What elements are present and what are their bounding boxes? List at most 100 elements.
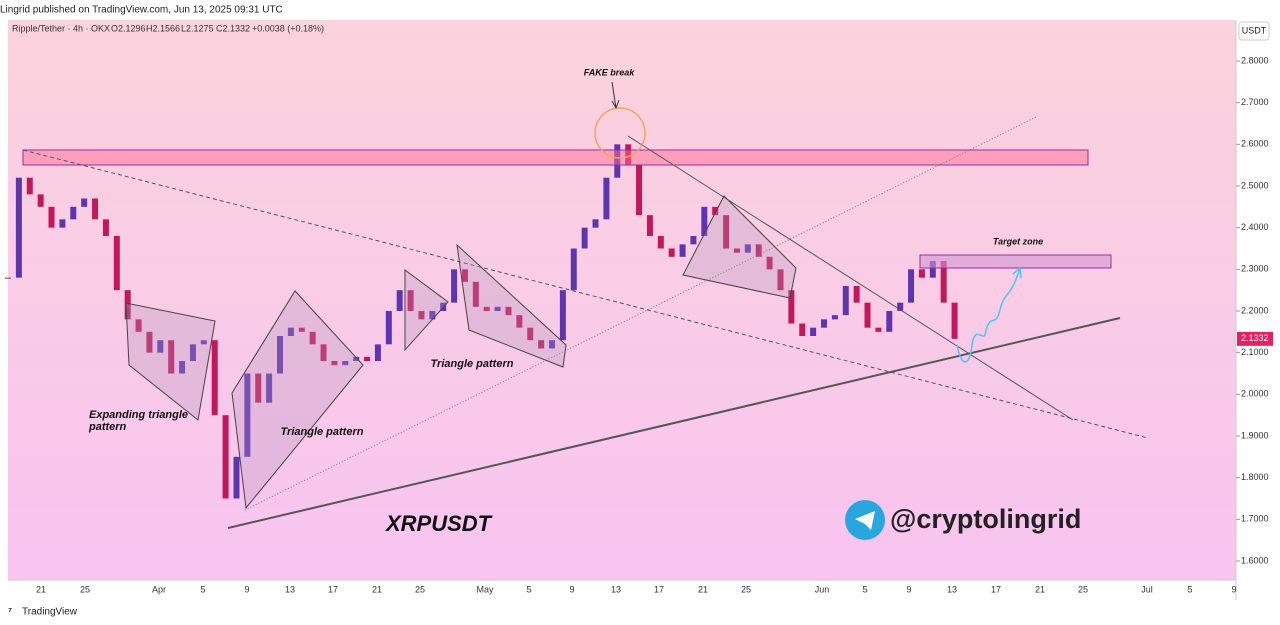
ohlc-high: H2.1566 [146, 23, 180, 33]
x-tick-label: 21 [1035, 584, 1045, 594]
currency-box[interactable] [1238, 21, 1270, 41]
annotation: Target zone [993, 236, 1043, 246]
candle [516, 315, 523, 328]
x-tick-label: 25 [415, 584, 425, 594]
x-tick-label: 13 [947, 584, 957, 594]
y-tick-label: 2.5000 [1241, 180, 1269, 190]
candle [92, 198, 99, 220]
candle [15, 177, 22, 278]
candle [777, 269, 784, 291]
candle [636, 165, 643, 216]
x-tick-label: 13 [285, 584, 295, 594]
trend-line [244, 116, 1037, 511]
ohlc-low: L2.1275 [181, 23, 214, 33]
candle [5, 277, 11, 279]
candle [668, 248, 675, 257]
candle [37, 194, 44, 207]
candle [940, 261, 947, 303]
candle [908, 269, 915, 303]
candle [799, 323, 806, 336]
candle [407, 290, 414, 311]
telegram-plane [855, 511, 875, 530]
brand: TradingView [22, 607, 78, 618]
candle [505, 306, 512, 316]
pattern [682, 195, 797, 299]
x-tick-label: 25 [741, 584, 751, 594]
x-tick-label: 17 [328, 584, 338, 594]
x-tick-label: 21 [698, 584, 708, 594]
target-zone [919, 254, 1112, 269]
candle [864, 302, 871, 328]
candle [266, 373, 273, 403]
candle [527, 327, 534, 341]
pattern [231, 290, 364, 510]
candle [48, 206, 55, 228]
highlight [594, 107, 646, 159]
candle [102, 219, 109, 236]
candle [679, 244, 686, 257]
price-axis-bg [1236, 20, 1280, 580]
x-tick-label: 5 [1187, 584, 1192, 594]
candle [712, 206, 719, 216]
x-tick-label: Apr [152, 584, 166, 594]
candle [810, 327, 817, 336]
candle [59, 219, 66, 228]
pattern [456, 243, 567, 368]
x-tick-label: 9 [1231, 584, 1236, 594]
ticker: XRPUSDT [384, 511, 493, 536]
handle: @cryptolingrid [890, 504, 1081, 534]
candle [157, 340, 164, 353]
currency: USDT [1242, 25, 1267, 35]
y-tick-label: 2.1000 [1241, 347, 1269, 357]
candle [570, 248, 577, 291]
pattern [125, 302, 216, 421]
candle [603, 177, 610, 220]
candle [168, 340, 175, 374]
annotation: FAKE break [584, 67, 636, 77]
candle [124, 290, 131, 320]
x-tick-label: 9 [569, 584, 574, 594]
candle [135, 319, 142, 332]
candle [331, 361, 338, 366]
candle [549, 340, 555, 349]
candle [309, 331, 316, 345]
x-tick-label: 17 [991, 584, 1001, 594]
ohlc-close: C2.1332 [216, 23, 250, 33]
y-tick-label: 2.8000 [1241, 55, 1269, 65]
trend-line [22, 149, 1149, 439]
projection-arrow [956, 266, 1022, 363]
candle [929, 261, 936, 278]
candle [385, 311, 392, 345]
y-tick-label: 2.3000 [1241, 264, 1269, 274]
candle [287, 327, 294, 336]
x-tick-label: 17 [654, 584, 664, 594]
symbol: Ripple/Tether · 4h · OKX [12, 23, 110, 33]
candle [429, 311, 436, 320]
ohlc-open: O2.1296 [111, 23, 146, 33]
x-tick-label: 9 [906, 584, 911, 594]
annotation: Expanding triangle pattern [89, 409, 189, 433]
trend-line [627, 135, 1074, 421]
candle [897, 302, 904, 311]
candle [418, 311, 425, 320]
candle [374, 344, 381, 361]
candle [559, 290, 566, 341]
candle [592, 219, 599, 228]
price-tag [1237, 331, 1273, 346]
candle [179, 361, 186, 374]
candle [646, 215, 653, 236]
candle [733, 248, 740, 253]
candle [298, 327, 305, 332]
candle [277, 336, 283, 374]
x-tick-label: 5 [862, 584, 867, 594]
annotation: Triangle pattern [431, 358, 514, 370]
candle [483, 306, 490, 311]
y-tick-label: 1.8000 [1241, 472, 1269, 482]
candle [211, 340, 218, 416]
candle [222, 415, 229, 499]
candle [690, 236, 697, 245]
pattern [404, 269, 449, 352]
candle [472, 281, 479, 307]
